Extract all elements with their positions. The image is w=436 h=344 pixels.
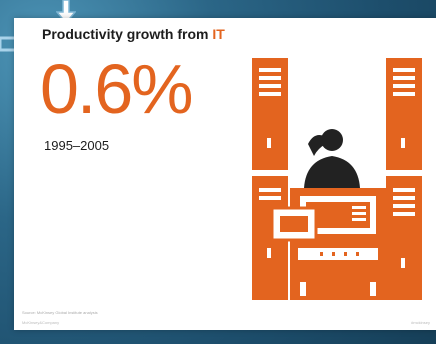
- source-note: Source: McKinsey Global Institute analys…: [22, 310, 98, 315]
- headline-value: 0.6%: [40, 50, 194, 128]
- slide-title: Productivity growth from IT: [42, 26, 225, 42]
- slide-card[interactable]: Productivity growth from IT 0.6% 1995–20…: [14, 18, 436, 330]
- brand-logo-text: McKinsey&Company: [22, 320, 60, 325]
- brand-hashtag: #mckinsey: [411, 320, 430, 325]
- office-worker-with-file-cabinets-icon: [252, 58, 422, 300]
- title-accent: IT: [212, 26, 225, 42]
- down-arrow-icon: [56, 0, 76, 24]
- title-text: Productivity growth from: [42, 26, 213, 42]
- year-range: 1995–2005: [44, 138, 110, 153]
